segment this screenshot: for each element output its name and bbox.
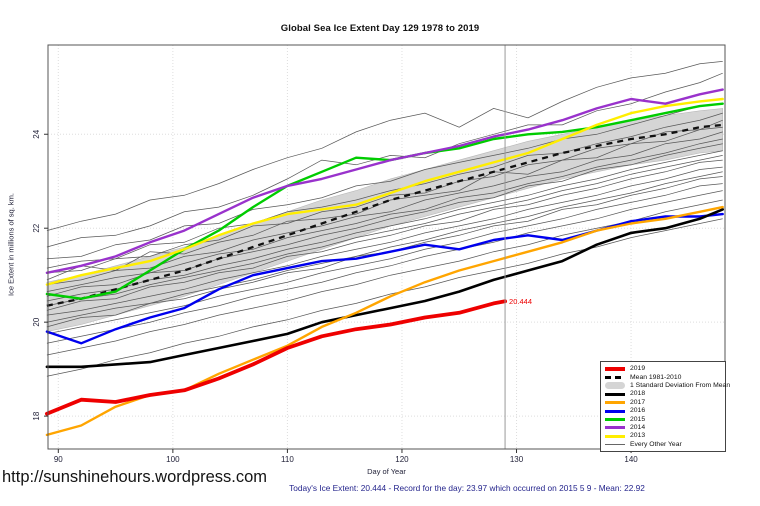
- x-tick-label: 130: [510, 455, 524, 464]
- legend-marker-thin-line: [605, 444, 625, 446]
- legend-item-2016: 2016: [605, 407, 722, 415]
- every-other-year-line: [46, 138, 723, 292]
- every-other-year-line: [46, 72, 723, 248]
- legend-label: 2015: [630, 415, 646, 423]
- legend-box: 2019 Mean 1981-2010 1 Standard Deviation F…: [600, 361, 730, 452]
- legend-label: 2018: [630, 390, 646, 398]
- legend-marker-line: [605, 418, 625, 422]
- legend-marker-thick-line: [605, 367, 625, 372]
- every-other-year-line: [46, 190, 723, 344]
- every-other-year-line: [46, 61, 723, 231]
- series-line-2014: [45, 88, 724, 274]
- series-line-2013: [45, 97, 724, 286]
- y-tick-label: 18: [32, 411, 41, 420]
- y-axis-label: Ice Extent in millions of sq. km.: [6, 193, 16, 296]
- series-line-2016: [45, 212, 724, 345]
- legend-marker-line: [605, 392, 625, 396]
- y-tick-label: 22: [32, 223, 41, 232]
- watermark-url[interactable]: http://sunshinehours.wordpress.com: [2, 468, 268, 486]
- every-other-year-line: [46, 126, 723, 281]
- every-other-year-line: [46, 171, 723, 323]
- axis-ticks: 90 100 110 120 130 140 18 20 22 24: [32, 129, 638, 464]
- legend-item-2014: 2014: [605, 424, 722, 432]
- legend-label: 2013: [630, 432, 646, 440]
- series-line-2019: [45, 299, 508, 416]
- legend-item-every-other-year: Every Other Year: [605, 441, 722, 449]
- every-other-year-line: [46, 159, 723, 311]
- every-other-year-line: [46, 166, 723, 316]
- legend-marker-line: [605, 426, 625, 430]
- current-value-annotation: 20.444: [509, 297, 532, 306]
- legend-item-2019: 2019: [605, 365, 722, 373]
- x-tick-label: 120: [395, 455, 409, 464]
- y-tick-label: 24: [32, 129, 41, 138]
- mean-1981-2010-line: [46, 123, 723, 307]
- legend-marker-line: [605, 409, 625, 413]
- legend-label: 2017: [630, 398, 646, 406]
- x-tick-label: 110: [281, 455, 294, 464]
- legend-label: 2016: [630, 407, 646, 415]
- legend-item-2018: 2018: [605, 390, 722, 398]
- legend-marker-band: [605, 382, 625, 390]
- series-line-2018: [45, 208, 725, 369]
- legend-marker-line: [605, 434, 625, 438]
- chart-title: Global Sea Ice Extent Day 129 1978 to 20…: [280, 23, 480, 34]
- x-tick-label: 140: [624, 455, 638, 464]
- legend-item-2015: 2015: [605, 415, 722, 423]
- legend-item-2013: 2013: [605, 432, 722, 440]
- legend-label: Mean 1981-2010: [630, 373, 682, 381]
- legend-item-1-standard-deviation-from-mean: 1 Standard Deviation From Mean: [605, 382, 730, 390]
- legend-marker-dashed: [605, 376, 625, 380]
- x-tick-label: 90: [54, 455, 63, 464]
- x-tick-label: 100: [166, 455, 180, 464]
- legend-item-mean-1981-2010: Mean 1981-2010: [605, 373, 722, 381]
- legend-label: Every Other Year: [630, 440, 682, 448]
- plot-frame: [47, 44, 726, 450]
- footer-stats: Today's Ice Extent: 20.444 - Record for …: [289, 483, 645, 493]
- every-other-year-line: [46, 103, 723, 260]
- legend-marker-line: [605, 401, 625, 405]
- every-other-year-line: [46, 183, 723, 335]
- y-tick-label: 20: [32, 317, 41, 326]
- x-axis-label: Day of Year: [367, 467, 406, 476]
- every-other-year-line: [46, 155, 723, 307]
- legend-item-2017: 2017: [605, 399, 722, 407]
- legend-label: 2014: [630, 423, 646, 431]
- every-other-year-line: [46, 112, 723, 269]
- every-other-year-line: [46, 150, 723, 302]
- legend-label: 1 Standard Deviation From Mean: [630, 381, 731, 389]
- legend-label: 2019: [630, 365, 646, 373]
- every-other-year-line: [46, 218, 723, 377]
- every-other-year-line: [46, 143, 723, 297]
